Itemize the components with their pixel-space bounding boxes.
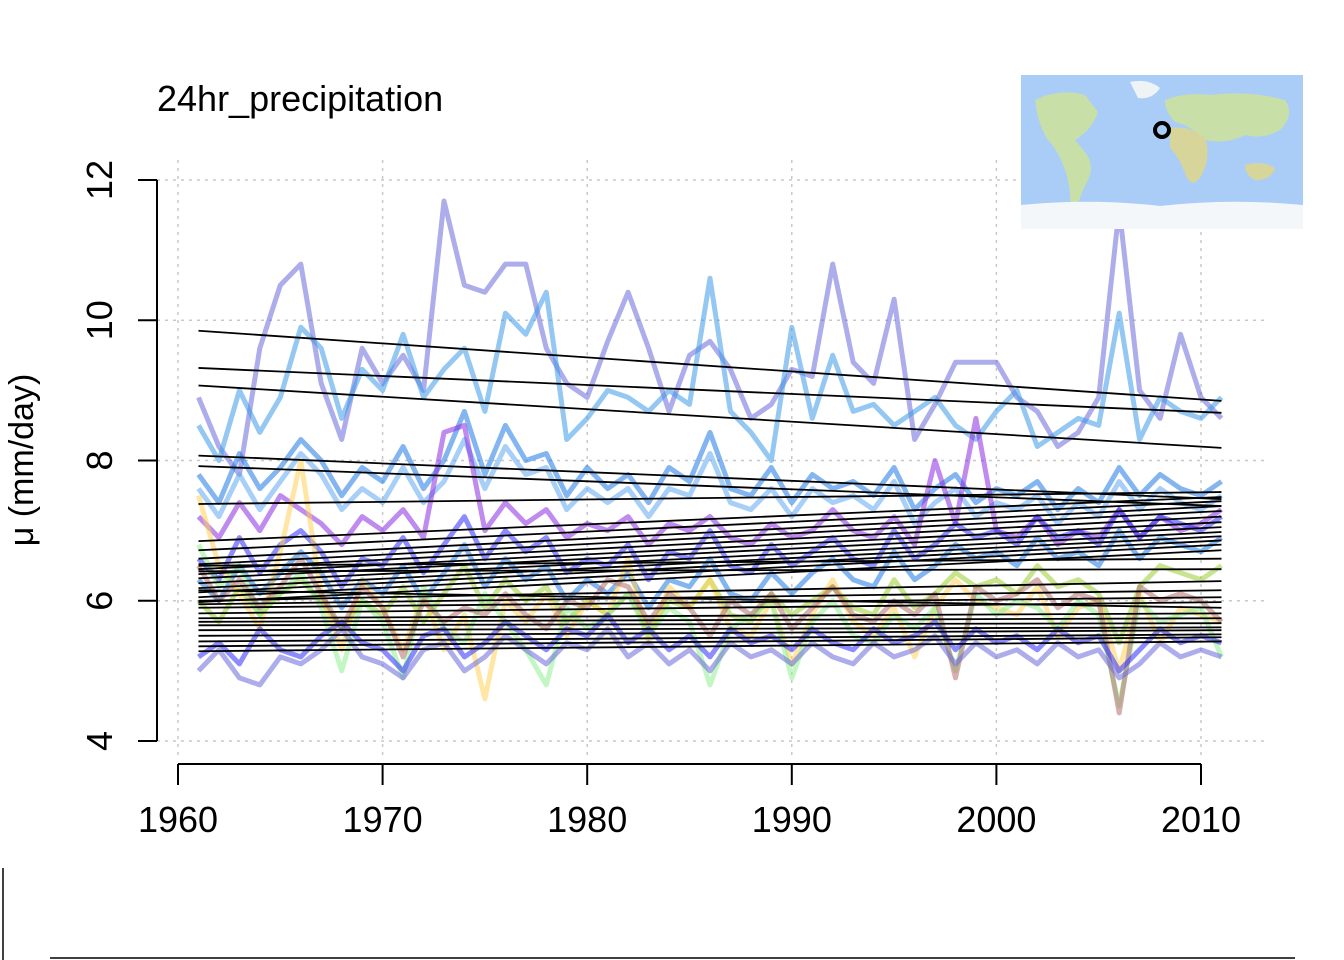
trend-line-21 bbox=[198, 580, 1222, 602]
x-tick-label: 2010 bbox=[1161, 799, 1241, 840]
trend-lines-group bbox=[198, 329, 1222, 653]
x-tick-label: 1960 bbox=[138, 799, 218, 840]
x-tick-label: 2000 bbox=[956, 799, 1036, 840]
map-antarctica bbox=[1021, 201, 1303, 229]
trend-line-5 bbox=[198, 465, 1222, 507]
trend-line-32 bbox=[198, 636, 1222, 648]
x-tick-label: 1980 bbox=[547, 799, 627, 840]
trend-line-6 bbox=[198, 491, 1222, 505]
trend-line-10 bbox=[198, 510, 1222, 566]
y-tick-label: 4 bbox=[79, 731, 120, 751]
trend-line-23 bbox=[198, 596, 1222, 609]
axes: 1960 1970 1980 1990 2000 2010 4 6 8 10 12 bbox=[79, 160, 1241, 840]
y-tick-label: 8 bbox=[79, 450, 120, 470]
trend-line-25 bbox=[198, 589, 1222, 609]
trend-line-14 bbox=[198, 531, 1222, 585]
chart-title: 24hr_precipitation bbox=[157, 78, 443, 119]
trend-line-22 bbox=[198, 589, 1222, 606]
trend-line-31 bbox=[198, 633, 1222, 643]
trend-line-29 bbox=[198, 626, 1222, 632]
trend-line-26 bbox=[198, 612, 1222, 620]
trend-line-7 bbox=[198, 496, 1222, 543]
trend-line-13 bbox=[198, 526, 1222, 580]
inset-world-map bbox=[1021, 75, 1303, 229]
y-axis-label: μ (mm/day) bbox=[3, 374, 41, 547]
series-line-13 bbox=[196, 626, 1223, 688]
trend-line-28 bbox=[198, 622, 1222, 627]
trend-line-20 bbox=[198, 568, 1222, 573]
trend-line-3 bbox=[198, 384, 1222, 449]
map-americas bbox=[1035, 92, 1098, 212]
trend-line-11 bbox=[198, 515, 1222, 571]
trend-line-33 bbox=[198, 640, 1222, 653]
map-greenland bbox=[1130, 80, 1160, 99]
y-tick-label: 10 bbox=[79, 300, 120, 340]
trend-line-30 bbox=[198, 629, 1222, 637]
y-tick-label: 12 bbox=[79, 160, 120, 200]
trend-line-2 bbox=[198, 367, 1222, 414]
trend-line-9 bbox=[198, 505, 1222, 560]
series-line-10 bbox=[196, 543, 1224, 709]
location-marker-icon bbox=[1153, 121, 1171, 139]
trend-line-12 bbox=[198, 521, 1222, 576]
x-tick-label: 1970 bbox=[343, 799, 423, 840]
y-tick-label: 6 bbox=[79, 591, 120, 611]
trend-line-8 bbox=[198, 500, 1222, 552]
map-eurasia bbox=[1165, 93, 1289, 142]
trend-line-19 bbox=[198, 557, 1222, 567]
trend-line-4 bbox=[198, 454, 1222, 500]
trend-line-16 bbox=[198, 539, 1222, 594]
trend-line-1 bbox=[198, 329, 1222, 402]
trend-line-27 bbox=[198, 617, 1222, 623]
map-africa bbox=[1170, 127, 1208, 183]
map-australia bbox=[1245, 163, 1275, 180]
x-tick-label: 1990 bbox=[752, 799, 832, 840]
